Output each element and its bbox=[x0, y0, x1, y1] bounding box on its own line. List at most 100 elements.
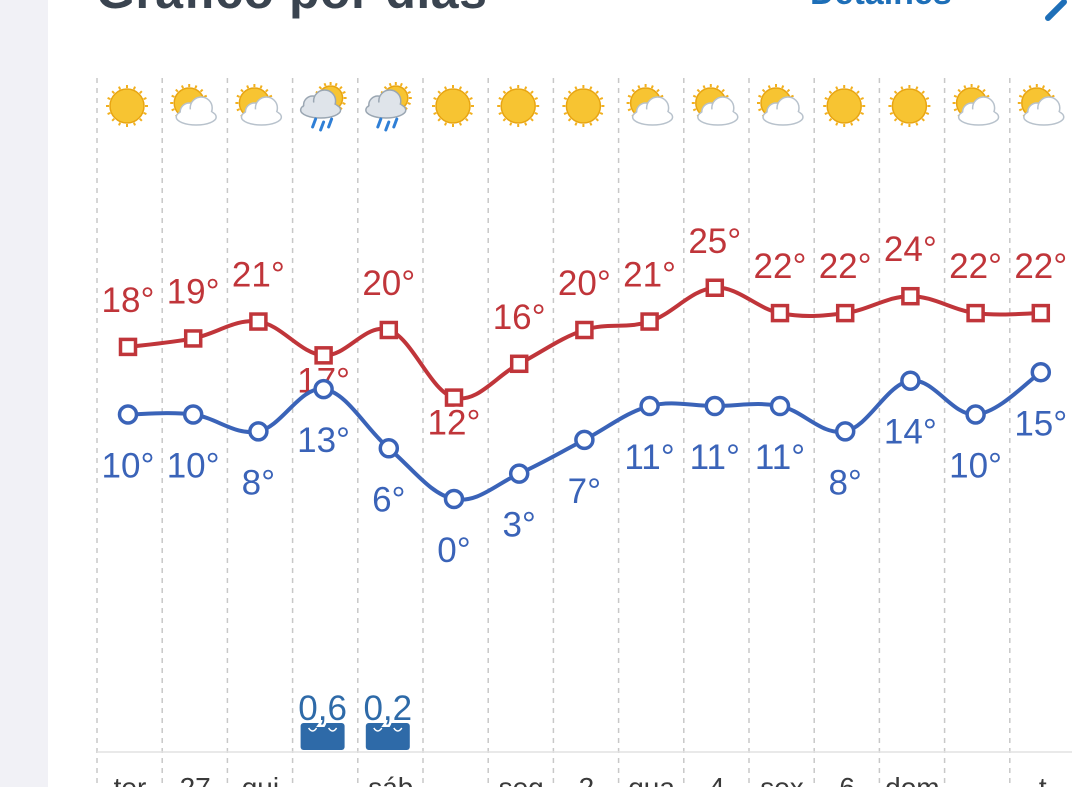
max-temperature-point bbox=[509, 354, 529, 374]
day-label: t bbox=[1039, 772, 1047, 787]
min-temperature-label: 14° bbox=[884, 413, 937, 452]
max-temperature-point bbox=[1031, 303, 1051, 323]
max-temperature-point bbox=[314, 346, 333, 365]
max-temperature-point bbox=[640, 312, 659, 331]
max-temperature-label: 21° bbox=[232, 256, 285, 295]
rain-cloud-icon bbox=[299, 82, 347, 132]
max-temperature-point bbox=[575, 320, 594, 340]
rain-cloud-icon bbox=[365, 82, 412, 132]
left-background-strip bbox=[0, 0, 48, 787]
min-temperature-point bbox=[313, 378, 334, 400]
sun-icon bbox=[497, 85, 540, 127]
sun-icon bbox=[106, 85, 148, 127]
series-max-temperature: 18°19°21°17°20°12°16°20°21°25°22°22°24°2… bbox=[99, 219, 1071, 446]
sun-cloud-icon bbox=[691, 84, 739, 126]
sun-icon bbox=[562, 85, 605, 127]
grid-lines bbox=[96, 78, 1011, 787]
min-temperature-label: 8° bbox=[828, 463, 861, 502]
day-label: 2 bbox=[579, 772, 595, 787]
day-label: sex bbox=[760, 772, 804, 787]
max-temperature-label: 16° bbox=[493, 298, 546, 337]
sun-cloud-icon bbox=[626, 84, 674, 126]
min-temperature-label: 0° bbox=[437, 531, 470, 570]
page-title: Gráfico por dias bbox=[96, 0, 487, 20]
details-link[interactable]: Detalhes bbox=[810, 0, 952, 13]
min-temperature-point bbox=[834, 421, 856, 442]
forecast-card bbox=[48, 0, 1072, 787]
max-temperature-point bbox=[249, 312, 268, 331]
day-label: ter bbox=[114, 772, 147, 787]
sun-icon bbox=[432, 85, 474, 127]
max-temperature-label: 20° bbox=[362, 264, 415, 303]
max-temperature-point bbox=[835, 303, 855, 323]
day-labels: ter 27 qui sáb seg 2 qua 4 sex 6 dom t bbox=[114, 772, 1047, 787]
min-temperature-label: 3° bbox=[502, 506, 535, 545]
sun-icon bbox=[823, 85, 866, 127]
max-temperature-label: 18° bbox=[102, 281, 155, 320]
min-temperature-point bbox=[574, 429, 595, 451]
min-temperature-point bbox=[182, 404, 204, 425]
min-temperature-label: 6° bbox=[372, 480, 405, 519]
sun-cloud-icon bbox=[757, 84, 804, 126]
precipitation-bar bbox=[365, 723, 410, 750]
max-temperature-point bbox=[770, 303, 790, 323]
min-temperature-label: 11° bbox=[624, 438, 674, 477]
max-temperature-label: 20° bbox=[558, 264, 611, 303]
day-label: 27 bbox=[180, 772, 211, 787]
max-temperature-label: 22° bbox=[819, 247, 872, 286]
min-temperature-point bbox=[704, 395, 726, 417]
precipitation-label: 0,6 bbox=[298, 689, 347, 728]
min-temperature-point bbox=[769, 395, 791, 417]
sun-icon bbox=[888, 85, 931, 127]
precipitation-label: 0,2 bbox=[363, 689, 412, 728]
max-temperature-point bbox=[705, 278, 725, 297]
max-temperature-label: 12° bbox=[428, 404, 481, 443]
day-label: 6 bbox=[839, 772, 855, 787]
day-label: qui bbox=[242, 772, 279, 787]
precipitation-bars: 0,6 0,2 bbox=[296, 687, 415, 750]
max-temperature-label: 22° bbox=[1014, 247, 1067, 286]
day-label: qua bbox=[628, 772, 675, 787]
min-temperature-label: 11° bbox=[690, 438, 740, 477]
min-temperature-point bbox=[900, 370, 921, 391]
min-temperature-label: 10° bbox=[949, 447, 1002, 486]
min-temperature-label: 11° bbox=[755, 438, 805, 477]
max-temperature-label: 22° bbox=[949, 247, 1002, 286]
day-label: seg bbox=[499, 772, 544, 787]
sun-cloud-icon bbox=[952, 84, 1000, 126]
max-temperature-label: 19° bbox=[167, 272, 220, 311]
sun-cloud-icon bbox=[170, 84, 217, 126]
max-temperature-label: 25° bbox=[688, 222, 741, 261]
min-temperature-label: 8° bbox=[242, 463, 275, 502]
min-temperature-point bbox=[117, 404, 139, 425]
min-temperature-point bbox=[1030, 362, 1052, 383]
day-label: 4 bbox=[709, 772, 725, 787]
min-temperature-label: 15° bbox=[1014, 404, 1067, 443]
max-temperature-point bbox=[444, 388, 464, 407]
min-temperature-point bbox=[639, 395, 660, 417]
max-temperature-label: 22° bbox=[754, 247, 807, 286]
precipitation-bar bbox=[300, 723, 345, 750]
chevron-right-icon[interactable] bbox=[1040, 0, 1072, 28]
min-temperature-label: 10° bbox=[102, 447, 155, 486]
min-temperature-point bbox=[248, 421, 269, 442]
min-temperature-point bbox=[378, 438, 400, 459]
series-min-temperature: 10° 10° 8° 13° 6° 0° 3° 7° 11° 11° 11° 8° 14° 10° 15° bbox=[99, 362, 1070, 573]
sun-cloud-icon bbox=[1017, 84, 1065, 126]
min-temperature-point bbox=[508, 463, 530, 484]
max-temperature-label: 24° bbox=[884, 230, 937, 269]
max-temperature-point bbox=[901, 286, 920, 306]
max-temperature-label: 21° bbox=[623, 256, 676, 295]
max-temperature-point bbox=[379, 320, 399, 340]
max-temperature-point bbox=[966, 303, 985, 323]
sun-cloud-icon bbox=[235, 84, 283, 126]
max-temperature-point bbox=[118, 337, 138, 357]
day-label: sáb bbox=[368, 772, 413, 787]
min-temperature-label: 10° bbox=[167, 447, 220, 486]
max-temperature-point bbox=[183, 329, 203, 348]
min-temperature-label: 13° bbox=[297, 421, 350, 460]
min-temperature-label: 7° bbox=[568, 472, 601, 511]
day-label: dom bbox=[885, 772, 939, 787]
min-temperature-point bbox=[443, 488, 465, 510]
